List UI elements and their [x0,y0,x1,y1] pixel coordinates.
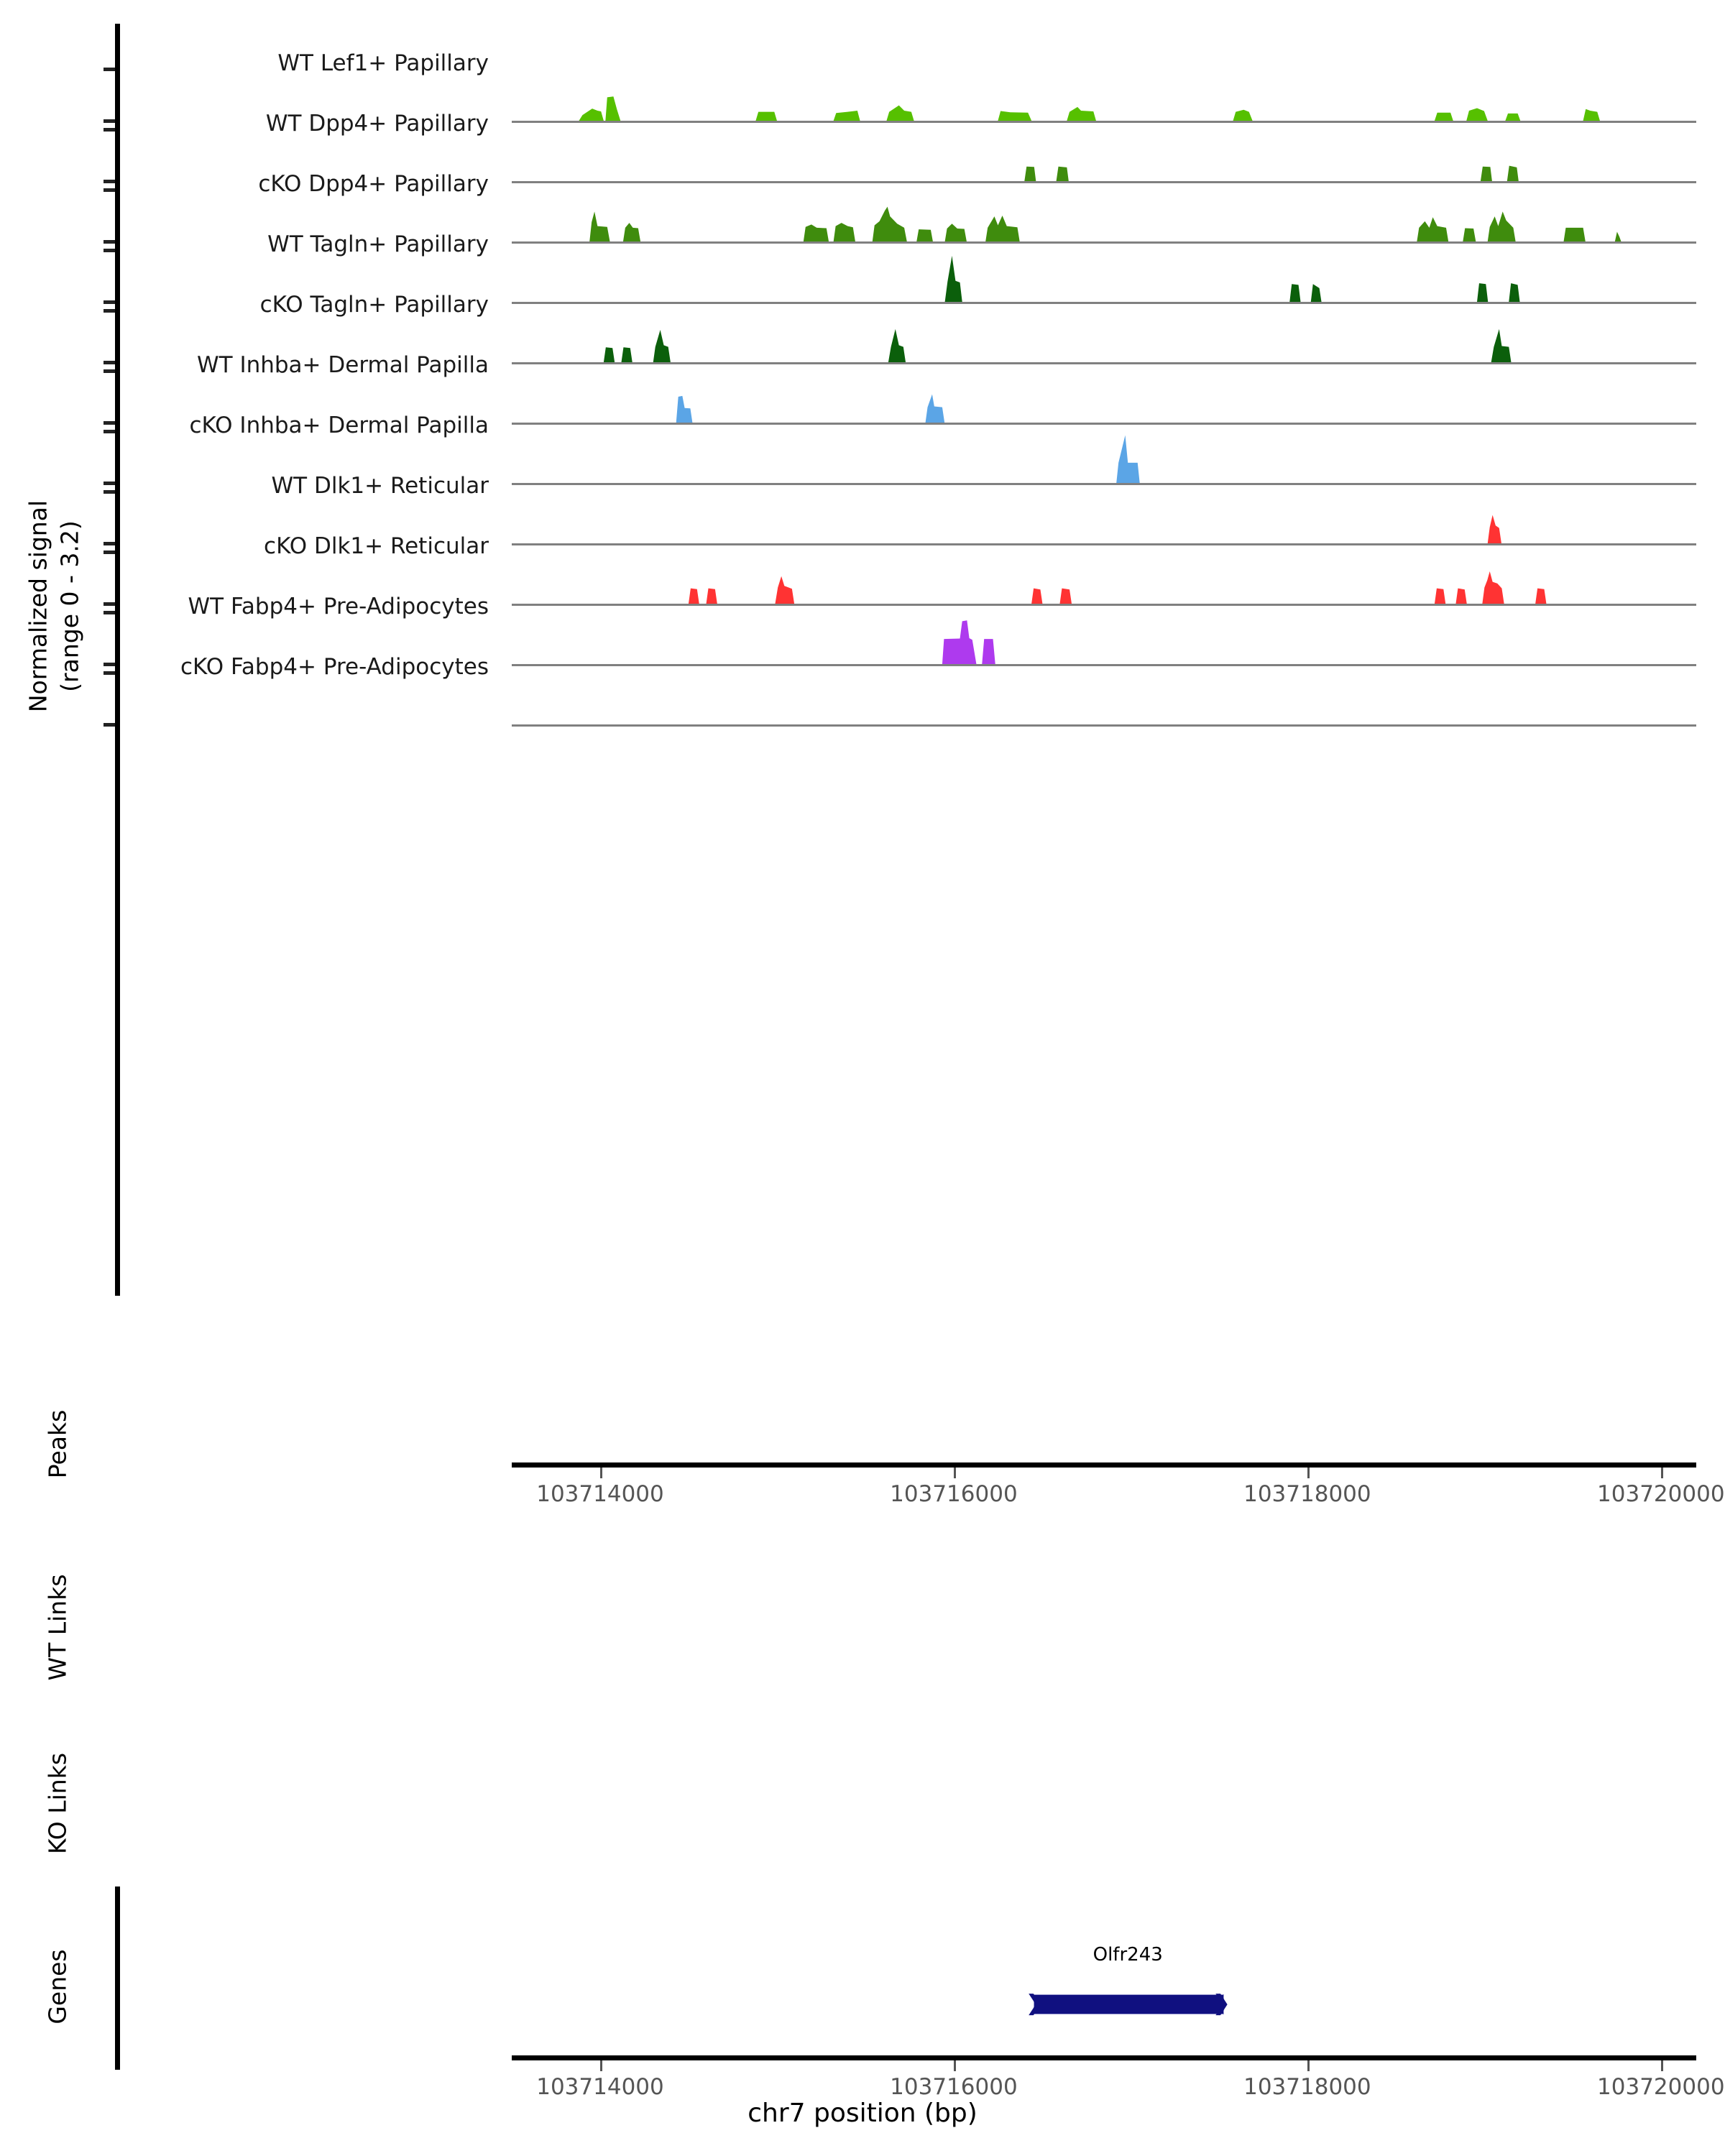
x-axis-tick-label: 103718000 [1243,1481,1371,1507]
y-axis-tick [104,421,115,425]
signal-track-plot [512,190,1696,241]
x-axis-middle: 103714000 103716000 103718000 103720000 [0,1462,1725,1527]
signal-track-plot [512,431,1696,483]
signal-track-label: cKO Dlk1+ Reticular [264,533,489,559]
signal-track-label: WT Dlk1+ Reticular [271,473,489,499]
y-axis-tick [104,68,115,71]
signal-area [512,96,1696,121]
signal-track-baseline [512,604,1696,606]
signal-track-label: WT Inhba+ Dermal Papilla [197,352,489,378]
y-axis-tick [104,723,115,727]
x-axis-tick-label: 103714000 [536,2074,664,2100]
signal-track-label: WT Lef1+ Papillary [277,50,489,76]
y-axis-tick [104,542,115,545]
y-axis-tick [104,611,115,614]
signal-track-baseline [512,483,1696,485]
y-axis-tick [104,119,115,123]
y-axis-tick [104,180,115,183]
signal-area [512,571,1696,604]
signal-track-baseline [512,724,1696,727]
x-axis-tick [1307,1468,1310,1478]
signal-track-baseline [512,241,1696,244]
wt-links-track [512,1545,1696,1682]
x-axis-tick [1660,1468,1663,1478]
y-axis-tick [104,300,115,304]
x-axis-bottom: 103714000 103716000 103718000 103720000 [0,2055,1725,2120]
signal-area [512,435,1696,483]
x-axis-tick-label: 103716000 [890,1481,1018,1507]
y-axis-tick [104,369,115,373]
gene-strand-arrow-icon: ❯ [1212,1991,1230,2016]
y-axis-tick [104,602,115,606]
x-axis-tick-label: 103714000 [536,1481,664,1507]
genes-track-spine [115,1886,120,2070]
signal-track-label: cKO Fabp4+ Pre-Adipocytes [180,654,489,680]
signal-track-label: cKO Dpp4+ Papillary [258,171,489,197]
y-axis-tick [104,240,115,244]
signal-track-plot [512,129,1696,181]
y-axis-tick [104,309,115,313]
signal-track-plot [512,69,1696,121]
x-axis-line [512,2055,1696,2060]
signal-track-label: WT Fabp4+ Pre-Adipocytes [188,594,489,619]
signal-track-baseline [512,423,1696,425]
x-axis-tick-label: 103720000 [1597,1481,1725,1507]
genes-track: ❯ ❯ Olfr243 [512,1944,1696,2048]
signal-track-plot [512,371,1696,423]
y-axis-tick [104,128,115,132]
y-axis-tick [104,430,115,433]
x-axis-tick-label: 103718000 [1243,2074,1371,2100]
y-axis-tick [104,188,115,192]
signal-track-label: cKO Inhba+ Dermal Papilla [189,413,489,438]
signal-area [512,515,1696,543]
y-axis-tick [104,671,115,675]
signal-track-plot [512,492,1696,543]
signal-track-baseline [512,121,1696,123]
signal-track-label: WT Tagln+ Papillary [267,231,489,257]
y-axis-tick [104,550,115,554]
signal-track-baseline [512,543,1696,545]
signal-area [512,165,1696,181]
x-axis-tick [953,2060,956,2071]
gene-strand-arrow-icon: ❯ [1025,1991,1044,2016]
signal-track-plot [512,310,1696,362]
y-axis-tick [104,249,115,252]
signal-track-plot [512,673,1696,724]
ko-links-track [512,1721,1696,1858]
x-axis-tick [599,1468,602,1478]
signal-area [512,328,1696,362]
signal-track-baseline [512,664,1696,666]
x-axis-tick [1307,2060,1310,2071]
x-axis-tick [1660,2060,1663,2071]
signal-track-plot [512,612,1696,664]
gene-body[interactable] [1033,1994,1224,2014]
y-axis-tick [104,663,115,666]
signal-track-baseline [512,302,1696,304]
signal-area [512,255,1696,302]
signal-track-baseline [512,181,1696,183]
x-axis-tick-label: 103720000 [1597,2074,1725,2100]
x-axis-tick-label: 103716000 [890,2074,1018,2100]
signal-track-label: cKO Tagln+ Papillary [259,292,489,318]
y-axis-spine [104,24,120,1296]
x-axis-tick [953,1468,956,1478]
x-axis-tick [599,2060,602,2071]
x-axis-line [512,1462,1696,1468]
peaks-track [512,1365,1696,1437]
signal-track-label: WT Dpp4+ Papillary [265,111,489,137]
gene-label: Olfr243 [1092,1944,1163,1966]
y-axis-tick [104,482,115,485]
signal-track-plot [512,250,1696,302]
signal-track-baseline [512,362,1696,364]
signal-area [512,394,1696,423]
y-axis-label: Normalized signal (range 0 - 3.2) [24,499,83,713]
signal-area [512,620,1696,664]
signal-track-plot [512,552,1696,604]
signal-area [512,206,1696,241]
y-axis-tick [104,361,115,364]
y-axis-tick [104,490,115,494]
x-axis-title: chr7 position (bp) [748,2099,978,2128]
